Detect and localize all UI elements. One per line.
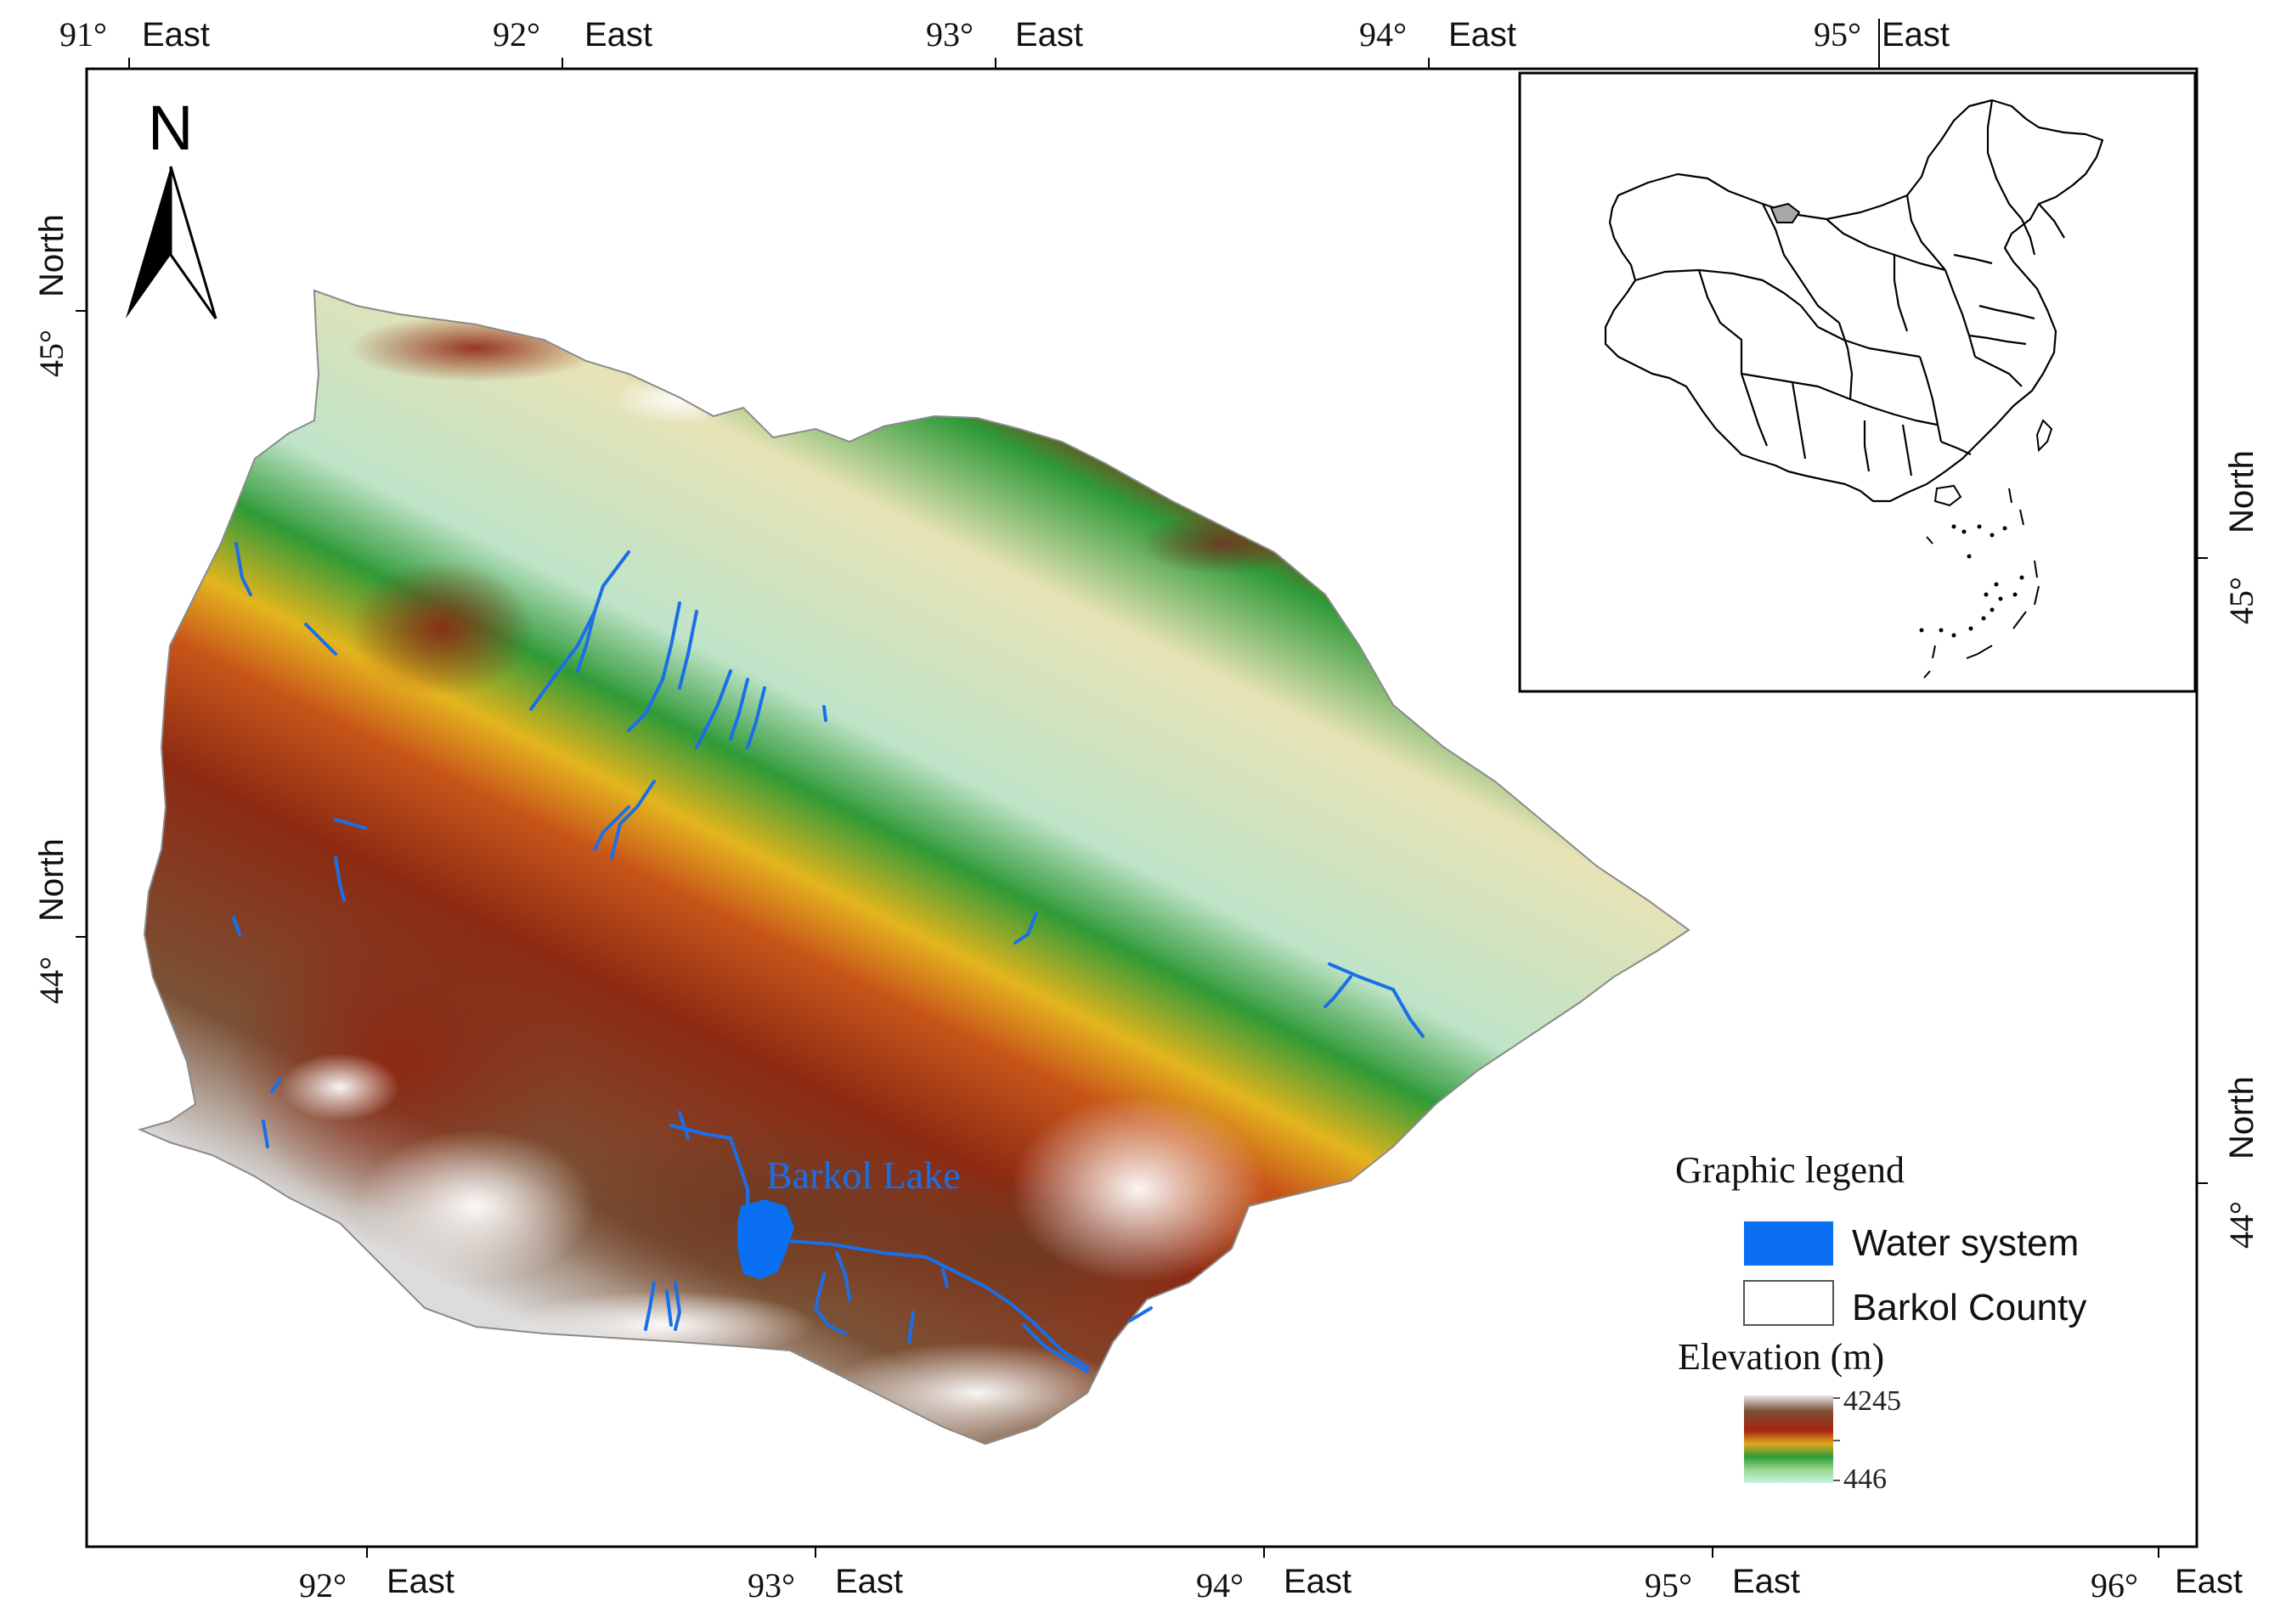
china-inset-map [1518,71,2197,693]
lon-label-top: 95° [1814,15,1861,54]
top-longitude-labels: 91° East 92° East 93° East 94° East 95° … [59,15,1950,54]
lon-label-bottom: 93° [748,1566,795,1604]
lon-label-bottom: 92° [299,1566,347,1604]
lon-dir-bottom: East [2175,1563,2243,1600]
elevation-max-label: 4245 [1843,1385,1901,1417]
lon-label-bottom: 94° [1196,1566,1244,1604]
legend-title: Graphic legend [1675,1149,1905,1191]
legend-water-label: Water system [1852,1222,2079,1264]
right-latitude-labels: North 45° North 44° [2222,450,2261,1249]
lon-dir-bottom: East [835,1563,903,1600]
bottom-longitude-labels: 92° East 93° East 94° East 95° East 96° … [299,1563,2243,1604]
legend-county-swatch [1743,1280,1834,1326]
lon-dir-bottom: East [1732,1563,1800,1600]
axis-ticks [76,19,2208,1558]
lon-label-top: 93° [926,15,974,54]
barkol-lake [737,1199,794,1279]
lon-dir-bottom: East [387,1563,454,1600]
lat-label-right: 45° [2222,577,2261,624]
lat-label-left: 45° [32,330,71,377]
lon-label-top: 94° [1359,15,1407,54]
lon-dir-top: East [142,16,210,54]
lat-dir-left: North [33,214,71,297]
lon-label-top: 91° [59,15,107,54]
lat-dir-right: North [2223,1076,2261,1159]
legend-water-swatch [1744,1221,1833,1266]
left-latitude-labels: 45° North 44° North [32,214,71,1004]
lon-label-bottom: 95° [1645,1566,1692,1604]
lat-label-left: 44° [32,956,71,1004]
lon-dir-top: East [1015,16,1083,54]
elevation-color-bar [1744,1396,1833,1483]
lat-dir-left: North [33,838,71,922]
lon-dir-bottom: East [1284,1563,1352,1600]
lake-label: Barkol Lake [766,1153,961,1197]
lon-label-bottom: 96° [2091,1566,2138,1604]
lat-label-right: 44° [2222,1201,2261,1249]
lon-dir-top: East [1448,16,1516,54]
elevation-min-label: 446 [1843,1463,1887,1495]
lat-dir-right: North [2223,450,2261,533]
barkol-county-terrain [138,289,1690,1446]
water-system-rivers [232,542,1425,1373]
legend-county-label: Barkol County [1852,1287,2086,1328]
lon-dir-top: East [1882,16,1950,54]
lon-dir-top: East [584,16,652,54]
graphic-legend: Graphic legend Water system Barkol Count… [1675,1149,2086,1495]
legend-elevation-title: Elevation (m) [1678,1336,1884,1378]
north-letter: N [148,93,193,163]
north-arrow: N [126,93,217,319]
lon-label-top: 92° [493,15,540,54]
